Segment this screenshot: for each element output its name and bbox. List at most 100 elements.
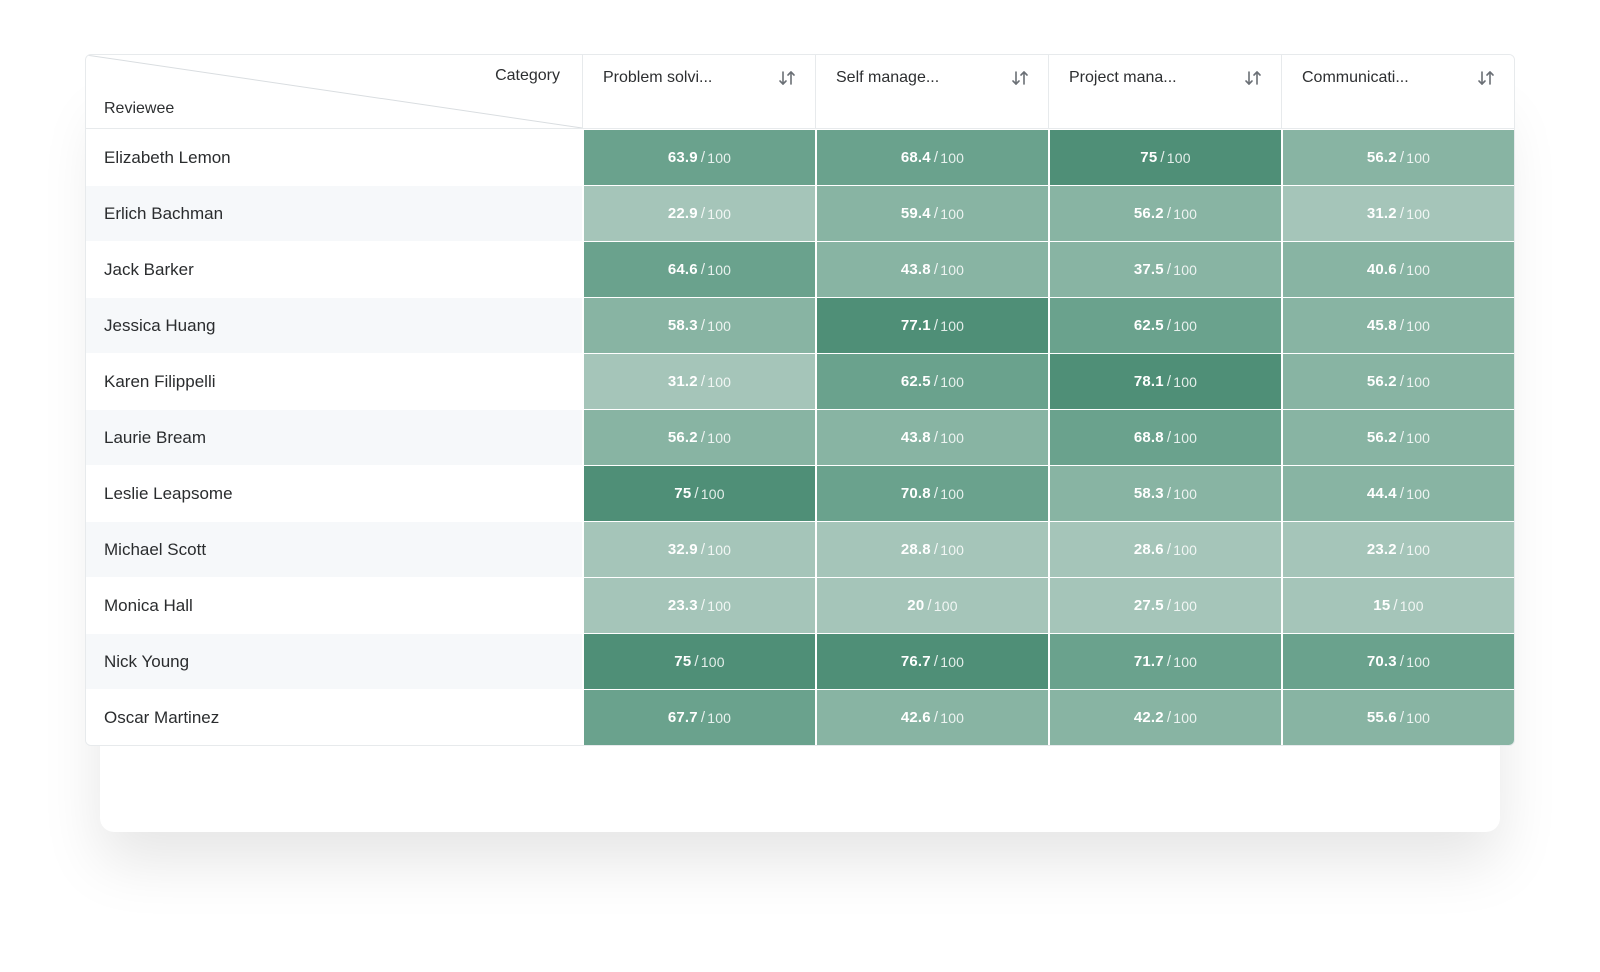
score-separator: / — [934, 149, 938, 166]
score-cell[interactable]: 28.8 / 100 — [815, 522, 1048, 577]
score-cell[interactable]: 27.5 / 100 — [1048, 578, 1281, 633]
score-separator: / — [1167, 205, 1171, 222]
score-cell[interactable]: 42.2 / 100 — [1048, 690, 1281, 745]
score-cell[interactable]: 56.2 / 100 — [1048, 186, 1281, 241]
score-value: 31.2 — [1367, 205, 1397, 222]
reviewee-name-cell[interactable]: Elizabeth Lemon — [86, 130, 582, 185]
score-max: 100 — [1173, 374, 1197, 390]
column-header[interactable]: Self manage... — [815, 55, 1048, 128]
score-cell[interactable]: 77.1 / 100 — [815, 298, 1048, 353]
sort-icon[interactable] — [1243, 69, 1263, 87]
score-cell[interactable]: 64.6 / 100 — [582, 242, 815, 297]
score-max: 100 — [1406, 654, 1430, 670]
reviewee-name-cell[interactable]: Erlich Bachman — [86, 186, 582, 241]
score-value: 43.8 — [901, 261, 931, 278]
score-cell[interactable]: 67.7 / 100 — [582, 690, 815, 745]
score-value: 22.9 — [668, 205, 698, 222]
score-cell[interactable]: 45.8 / 100 — [1281, 298, 1514, 353]
score-cell[interactable]: 63.9 / 100 — [582, 130, 815, 185]
score-cell[interactable]: 22.9 / 100 — [582, 186, 815, 241]
reviewee-name-cell[interactable]: Jessica Huang — [86, 298, 582, 353]
score-separator: / — [1167, 653, 1171, 670]
score-cell[interactable]: 58.3 / 100 — [582, 298, 815, 353]
score-max: 100 — [707, 262, 731, 278]
reviewee-name-cell[interactable]: Jack Barker — [86, 242, 582, 297]
score-cell[interactable]: 71.7 / 100 — [1048, 634, 1281, 689]
score-cell[interactable]: 43.8 / 100 — [815, 410, 1048, 465]
score-cell[interactable]: 56.2 / 100 — [1281, 354, 1514, 409]
score-max: 100 — [1406, 318, 1430, 334]
score-cell[interactable]: 44.4 / 100 — [1281, 466, 1514, 521]
score-cell[interactable]: 75 / 100 — [582, 634, 815, 689]
score-cell[interactable]: 68.4 / 100 — [815, 130, 1048, 185]
score-separator: / — [1160, 149, 1164, 166]
score-separator: / — [694, 653, 698, 670]
score-value: 77.1 — [901, 317, 931, 334]
score-cell[interactable]: 56.2 / 100 — [1281, 130, 1514, 185]
reviewee-name-cell[interactable]: Leslie Leapsome — [86, 466, 582, 521]
score-separator: / — [934, 317, 938, 334]
score-cell[interactable]: 31.2 / 100 — [1281, 186, 1514, 241]
score-value: 56.2 — [1134, 205, 1164, 222]
score-cell[interactable]: 42.6 / 100 — [815, 690, 1048, 745]
header-category-label: Category — [495, 67, 560, 85]
score-cell[interactable]: 70.8 / 100 — [815, 466, 1048, 521]
score-max: 100 — [940, 206, 964, 222]
score-separator: / — [1400, 541, 1404, 558]
reviewee-name-cell[interactable]: Karen Filippelli — [86, 354, 582, 409]
score-max: 100 — [1406, 206, 1430, 222]
score-separator: / — [1400, 485, 1404, 502]
score-value: 78.1 — [1134, 373, 1164, 390]
score-cell[interactable]: 31.2 / 100 — [582, 354, 815, 409]
table-body: Elizabeth Lemon63.9 / 10068.4 / 10075 / … — [86, 129, 1514, 745]
table-row: Oscar Martinez67.7 / 10042.6 / 10042.2 /… — [86, 689, 1514, 745]
sort-icon[interactable] — [1476, 69, 1496, 87]
reviewee-name-cell[interactable]: Oscar Martinez — [86, 690, 582, 745]
score-cell[interactable]: 56.2 / 100 — [1281, 410, 1514, 465]
score-value: 68.4 — [901, 149, 931, 166]
score-cell[interactable]: 62.5 / 100 — [815, 354, 1048, 409]
score-cell[interactable]: 15 / 100 — [1281, 578, 1514, 633]
score-max: 100 — [1173, 430, 1197, 446]
table-row: Erlich Bachman22.9 / 10059.4 / 10056.2 /… — [86, 185, 1514, 241]
column-header[interactable]: Communicati... — [1281, 55, 1514, 128]
reviewee-name-cell[interactable]: Monica Hall — [86, 578, 582, 633]
score-cell[interactable]: 70.3 / 100 — [1281, 634, 1514, 689]
score-cell[interactable]: 23.3 / 100 — [582, 578, 815, 633]
sort-icon[interactable] — [1010, 69, 1030, 87]
score-cell[interactable]: 58.3 / 100 — [1048, 466, 1281, 521]
score-separator: / — [1167, 317, 1171, 334]
score-cell[interactable]: 20 / 100 — [815, 578, 1048, 633]
score-separator: / — [701, 541, 705, 558]
score-max: 100 — [1173, 486, 1197, 502]
reviewee-name-cell[interactable]: Nick Young — [86, 634, 582, 689]
score-cell[interactable]: 32.9 / 100 — [582, 522, 815, 577]
table-header-row: Category Reviewee Problem solvi...Self m… — [86, 55, 1514, 129]
score-cell[interactable]: 40.6 / 100 — [1281, 242, 1514, 297]
score-cell[interactable]: 62.5 / 100 — [1048, 298, 1281, 353]
score-max: 100 — [1400, 598, 1424, 614]
column-header[interactable]: Project mana... — [1048, 55, 1281, 128]
score-cell[interactable]: 28.6 / 100 — [1048, 522, 1281, 577]
score-cell[interactable]: 78.1 / 100 — [1048, 354, 1281, 409]
score-cell[interactable]: 23.2 / 100 — [1281, 522, 1514, 577]
score-cell[interactable]: 76.7 / 100 — [815, 634, 1048, 689]
score-cell[interactable]: 43.8 / 100 — [815, 242, 1048, 297]
score-cell[interactable]: 75 / 100 — [1048, 130, 1281, 185]
score-value: 70.3 — [1367, 653, 1397, 670]
score-cell[interactable]: 59.4 / 100 — [815, 186, 1048, 241]
sort-icon[interactable] — [777, 69, 797, 87]
reviewee-name-cell[interactable]: Laurie Bream — [86, 410, 582, 465]
score-cell[interactable]: 37.5 / 100 — [1048, 242, 1281, 297]
score-value: 67.7 — [668, 709, 698, 726]
score-cell[interactable]: 75 / 100 — [582, 466, 815, 521]
score-separator: / — [701, 429, 705, 446]
score-cell[interactable]: 55.6 / 100 — [1281, 690, 1514, 745]
score-separator: / — [1400, 653, 1404, 670]
table-row: Leslie Leapsome75 / 10070.8 / 10058.3 / … — [86, 465, 1514, 521]
score-cell[interactable]: 56.2 / 100 — [582, 410, 815, 465]
score-cell[interactable]: 68.8 / 100 — [1048, 410, 1281, 465]
column-header[interactable]: Problem solvi... — [582, 55, 815, 128]
reviewee-name-cell[interactable]: Michael Scott — [86, 522, 582, 577]
score-value: 27.5 — [1134, 597, 1164, 614]
